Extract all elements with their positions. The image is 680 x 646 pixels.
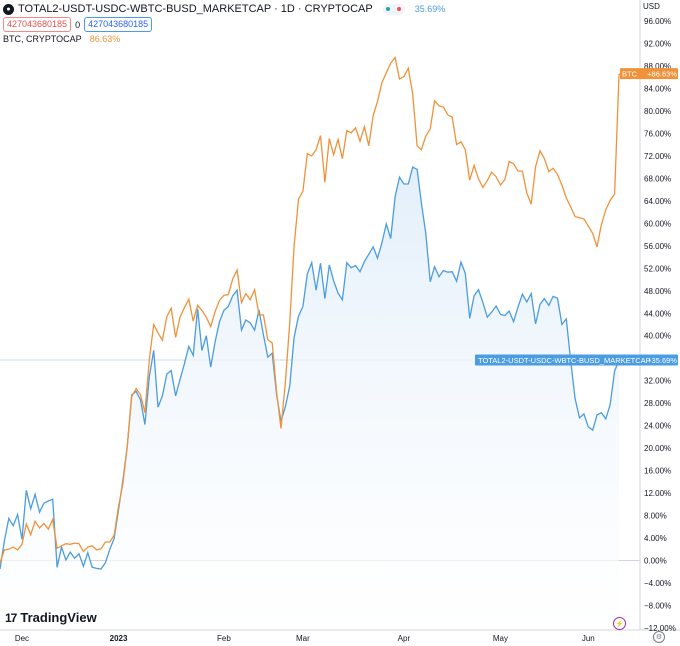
y-tick-label: 4.00%: [644, 534, 667, 543]
y-tick-label: 60.00%: [644, 219, 671, 228]
x-tick-label: 2023: [110, 634, 128, 643]
y-tick-label: −12.00%: [644, 624, 676, 633]
y-tick-label: 20.00%: [644, 444, 671, 453]
symbol-title[interactable]: TOTAL2-USDT-USDC-WBTC-BUSD_MARKETCAP · 1…: [18, 3, 373, 15]
y-tick-label: 88.00%: [644, 62, 671, 71]
lightning-icon[interactable]: ⚡: [613, 617, 626, 630]
x-tick-label: Dec: [15, 634, 29, 643]
total2-tag-value: +35.69%: [647, 356, 677, 365]
y-tick-label: 8.00%: [644, 512, 667, 521]
zero-label: 0: [75, 19, 81, 30]
y-tick-label: 76.00%: [644, 129, 671, 138]
y-tick-label: 52.00%: [644, 264, 671, 273]
series-toggle[interactable]: [382, 3, 405, 15]
y-tick-label: −8.00%: [644, 602, 671, 611]
y-tick-label: 12.00%: [644, 489, 671, 498]
x-tick-label: Apr: [398, 634, 411, 643]
btc-tag-value: +86.63%: [647, 70, 677, 79]
red-dot-icon: [397, 7, 402, 11]
total2-series-line: [0, 166, 620, 570]
y-tick-label: 40.00%: [644, 332, 671, 341]
y-tick-label: 28.00%: [644, 399, 671, 408]
y-tick-label: 16.00%: [644, 467, 671, 476]
total2-price-tag: [475, 354, 678, 366]
y-axis[interactable]: 96.00% 92.00% 88.00% 84.00% 80.00% 76.00% 72.0…: [644, 17, 676, 633]
y-tick-label: 24.00%: [644, 422, 671, 431]
y-tick-label: 0.00%: [644, 557, 667, 566]
btc-price-tag: [620, 68, 678, 80]
tradingview-logo-icon: 17: [5, 610, 17, 625]
tradingview-logo[interactable]: 17 TradingView: [5, 610, 97, 625]
main-change: 35.69%: [414, 4, 446, 14]
y-tick-label: 96.00%: [644, 17, 671, 26]
y-tick-label: 56.00%: [644, 242, 671, 251]
y-tick-label: 84.00%: [644, 84, 671, 93]
y-tick-label: 92.00%: [644, 39, 671, 48]
total2-tag-name: TOTAL2-USDT-USDC-WBTC-BUSD_MARKETCAP: [478, 356, 651, 365]
y-tick-label: 48.00%: [644, 287, 671, 296]
x-tick-label: Jun: [582, 634, 595, 643]
gear-icon[interactable]: ⚙: [653, 631, 665, 643]
y-tick-label: 72.00%: [644, 152, 671, 161]
x-tick-label: May: [493, 634, 508, 643]
y-axis-unit: USD: [643, 2, 660, 11]
x-axis[interactable]: Dec 2023 Feb Mar Apr May Jun: [15, 634, 595, 643]
y-tick-label: 80.00%: [644, 107, 671, 116]
btc-legend-label: BTC, CRYPTOCAP: [3, 34, 82, 44]
y-tick-label: 64.00%: [644, 197, 671, 206]
x-tick-label: Feb: [217, 634, 231, 643]
y-tick-label: 32.00%: [644, 377, 671, 386]
y-tick-label: −4.00%: [644, 579, 671, 588]
price-tags: BTC +86.63% TOTAL2-USDT-USDC-WBTC-BUSD_MAR…: [475, 68, 678, 366]
y-tick-label: 44.00%: [644, 309, 671, 318]
symbol-logo-icon: ●: [3, 3, 14, 15]
green-dot-icon: [386, 7, 391, 11]
btc-series-line: [0, 55, 624, 564]
legend-main[interactable]: ● TOTAL2-USDT-USDC-WBTC-BUSD_MARKETCAP ·…: [3, 3, 445, 15]
total2-area-fill: [0, 167, 619, 630]
x-tick-label: Mar: [296, 634, 310, 643]
btc-legend-change: 86.63%: [89, 34, 121, 44]
brand-name: TradingView: [20, 610, 97, 625]
btc-tag-name: BTC: [622, 70, 638, 79]
y-tick-label: 68.00%: [644, 174, 671, 183]
compare-inputs: 427043680185 0 427043680185: [3, 17, 153, 32]
value-box-left[interactable]: 427043680185: [3, 17, 72, 32]
legend-btc[interactable]: BTC, CRYPTOCAP 86.63%: [3, 34, 120, 44]
value-box-right[interactable]: 427043680185: [84, 17, 153, 32]
